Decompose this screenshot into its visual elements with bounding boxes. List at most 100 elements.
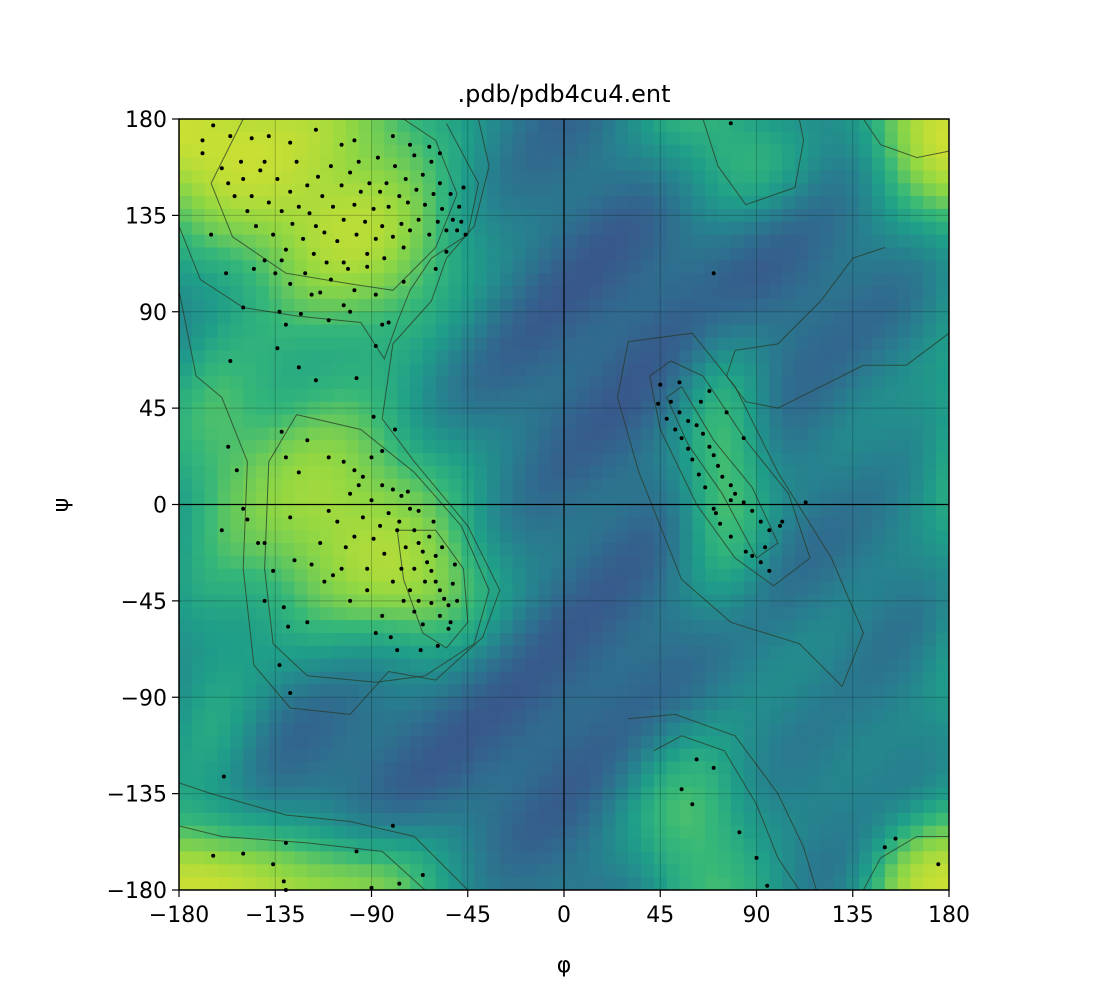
heatmap-cell xyxy=(564,144,578,159)
heatmap-cell xyxy=(410,658,424,673)
heatmap-cell xyxy=(769,170,783,184)
heatmap-cell xyxy=(564,838,578,853)
heatmap-cell xyxy=(769,645,783,660)
heatmap-cell xyxy=(461,465,475,480)
chart-title: .pdb/pdb4cu4.ent xyxy=(457,80,670,108)
heatmap-cell xyxy=(628,620,642,634)
heatmap-cell xyxy=(743,825,758,840)
heatmap-cell xyxy=(718,363,732,377)
heatmap-cell xyxy=(179,581,193,596)
heatmap-cell xyxy=(641,800,655,814)
heatmap-cell xyxy=(846,581,860,596)
contour-line xyxy=(628,713,817,890)
heatmap-cell xyxy=(910,247,924,261)
heatmap-cell xyxy=(410,607,424,621)
heatmap-cell xyxy=(268,478,283,493)
heatmap-cell xyxy=(666,838,681,853)
heatmap-cell xyxy=(191,427,206,441)
heatmap-cell xyxy=(653,761,668,775)
heatmap-cell xyxy=(461,658,475,673)
heatmap-cell xyxy=(872,414,886,428)
heatmap-cell xyxy=(333,581,347,596)
heatmap-cell xyxy=(397,401,411,416)
heatmap-cell xyxy=(422,453,437,467)
heatmap-cell xyxy=(243,388,257,403)
heatmap-cell xyxy=(679,504,693,518)
heatmap-cell xyxy=(807,504,822,518)
data-point xyxy=(316,174,320,179)
data-point xyxy=(677,410,682,415)
heatmap-cell xyxy=(743,119,758,133)
y-tick-label: 180 xyxy=(125,108,167,133)
heatmap-cell xyxy=(872,543,886,557)
heatmap-cell xyxy=(422,517,437,531)
heatmap-cell xyxy=(923,877,937,890)
heatmap-cell xyxy=(461,311,475,326)
heatmap-cell xyxy=(487,543,501,557)
heatmap-cell xyxy=(666,131,681,146)
heatmap-cell xyxy=(217,504,231,518)
heatmap-cell xyxy=(410,414,424,428)
heatmap-cell xyxy=(487,761,501,775)
heatmap-cell xyxy=(538,465,552,480)
data-point xyxy=(433,579,438,584)
heatmap-cell xyxy=(897,221,912,236)
heatmap-cell xyxy=(807,453,822,467)
heatmap-cell xyxy=(653,388,668,403)
heatmap-cell xyxy=(705,594,719,608)
heatmap-cell xyxy=(795,311,809,326)
heatmap-cell xyxy=(371,401,385,416)
heatmap-cell xyxy=(641,286,655,300)
heatmap-cell xyxy=(179,825,193,840)
heatmap-cell xyxy=(499,183,514,197)
heatmap-cell xyxy=(256,864,270,878)
heatmap-cell xyxy=(576,710,591,724)
heatmap-cell xyxy=(487,722,501,737)
heatmap-cell xyxy=(397,645,411,660)
heatmap-cell xyxy=(461,633,475,647)
heatmap-cell xyxy=(499,800,514,814)
heatmap-cell xyxy=(666,273,681,287)
heatmap-cell xyxy=(474,658,488,673)
data-point xyxy=(328,277,333,282)
heatmap-cell xyxy=(795,530,809,544)
heatmap-cell xyxy=(525,414,539,428)
heatmap-cell xyxy=(499,337,514,351)
heatmap-cell xyxy=(461,247,475,261)
data-point xyxy=(658,382,663,387)
heatmap-cell xyxy=(769,414,783,428)
heatmap-cell xyxy=(538,157,552,171)
heatmap-cell xyxy=(230,260,244,274)
heatmap-cell xyxy=(448,671,462,685)
heatmap-cell xyxy=(230,144,244,159)
heatmap-cell xyxy=(333,851,347,865)
heatmap-cell xyxy=(859,427,873,441)
heatmap-cell xyxy=(217,350,231,364)
heatmap-cell xyxy=(795,581,809,596)
heatmap-cell xyxy=(333,234,347,249)
heatmap-cell xyxy=(589,273,604,287)
heatmap-cell xyxy=(499,864,514,878)
heatmap-cell xyxy=(846,620,860,634)
data-point xyxy=(365,251,370,256)
heatmap-cell xyxy=(589,260,604,274)
heatmap-cell xyxy=(756,851,770,865)
heatmap-cell xyxy=(564,722,578,737)
heatmap-cell xyxy=(628,376,642,390)
heatmap-cell xyxy=(217,273,231,287)
heatmap-cell xyxy=(422,491,437,506)
heatmap-cell xyxy=(718,183,732,197)
heatmap-cell xyxy=(333,684,347,698)
heatmap-cell xyxy=(268,298,283,313)
heatmap-cell xyxy=(538,658,552,673)
heatmap-cell xyxy=(602,645,616,660)
heatmap-cell xyxy=(397,787,411,801)
heatmap-cell xyxy=(897,812,912,827)
heatmap-cell xyxy=(769,710,783,724)
heatmap-cell xyxy=(204,671,219,685)
heatmap-cell xyxy=(179,234,193,249)
heatmap-cell xyxy=(461,838,475,853)
heatmap-cell xyxy=(820,800,835,814)
heatmap-cell xyxy=(243,491,257,506)
